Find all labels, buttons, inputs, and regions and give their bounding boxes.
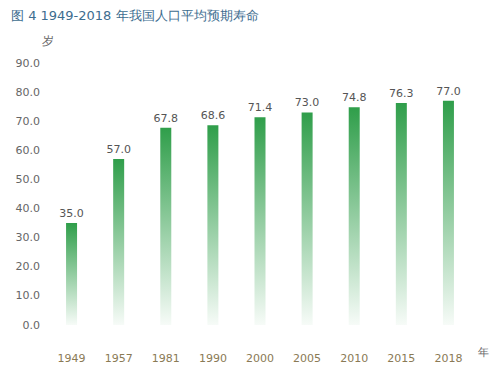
- svg-text:1949: 1949: [58, 352, 86, 365]
- svg-text:76.3: 76.3: [389, 87, 414, 100]
- svg-text:57.0: 57.0: [106, 143, 131, 156]
- svg-text:68.6: 68.6: [201, 109, 226, 122]
- svg-text:70.0: 70.0: [16, 115, 41, 128]
- svg-text:73.0: 73.0: [295, 96, 320, 109]
- svg-text:2005: 2005: [293, 352, 321, 365]
- svg-text:0.0: 0.0: [23, 319, 41, 332]
- svg-text:80.0: 80.0: [16, 86, 41, 99]
- svg-text:90.0: 90.0: [16, 57, 41, 70]
- svg-text:10.0: 10.0: [16, 289, 41, 302]
- svg-text:77.0: 77.0: [436, 85, 461, 98]
- svg-text:岁: 岁: [42, 34, 54, 48]
- svg-text:50.0: 50.0: [16, 173, 41, 186]
- svg-text:60.0: 60.0: [16, 144, 41, 157]
- svg-text:67.8: 67.8: [154, 112, 179, 125]
- svg-text:30.0: 30.0: [16, 231, 41, 244]
- svg-text:74.8: 74.8: [342, 91, 367, 104]
- svg-text:2018: 2018: [434, 352, 462, 365]
- svg-text:年: 年: [478, 346, 489, 359]
- svg-text:40.0: 40.0: [16, 202, 41, 215]
- svg-text:1981: 1981: [152, 352, 180, 365]
- svg-text:2000: 2000: [246, 352, 274, 365]
- svg-text:图 4 1949-2018 年我国人口平均预期寿命: 图 4 1949-2018 年我国人口平均预期寿命: [11, 8, 259, 23]
- svg-text:20.0: 20.0: [16, 260, 41, 273]
- svg-text:35.0: 35.0: [59, 207, 84, 220]
- svg-text:2010: 2010: [340, 352, 368, 365]
- svg-text:1957: 1957: [105, 352, 133, 365]
- svg-text:2015: 2015: [387, 352, 415, 365]
- svg-text:71.4: 71.4: [248, 101, 273, 114]
- svg-text:1990: 1990: [199, 352, 227, 365]
